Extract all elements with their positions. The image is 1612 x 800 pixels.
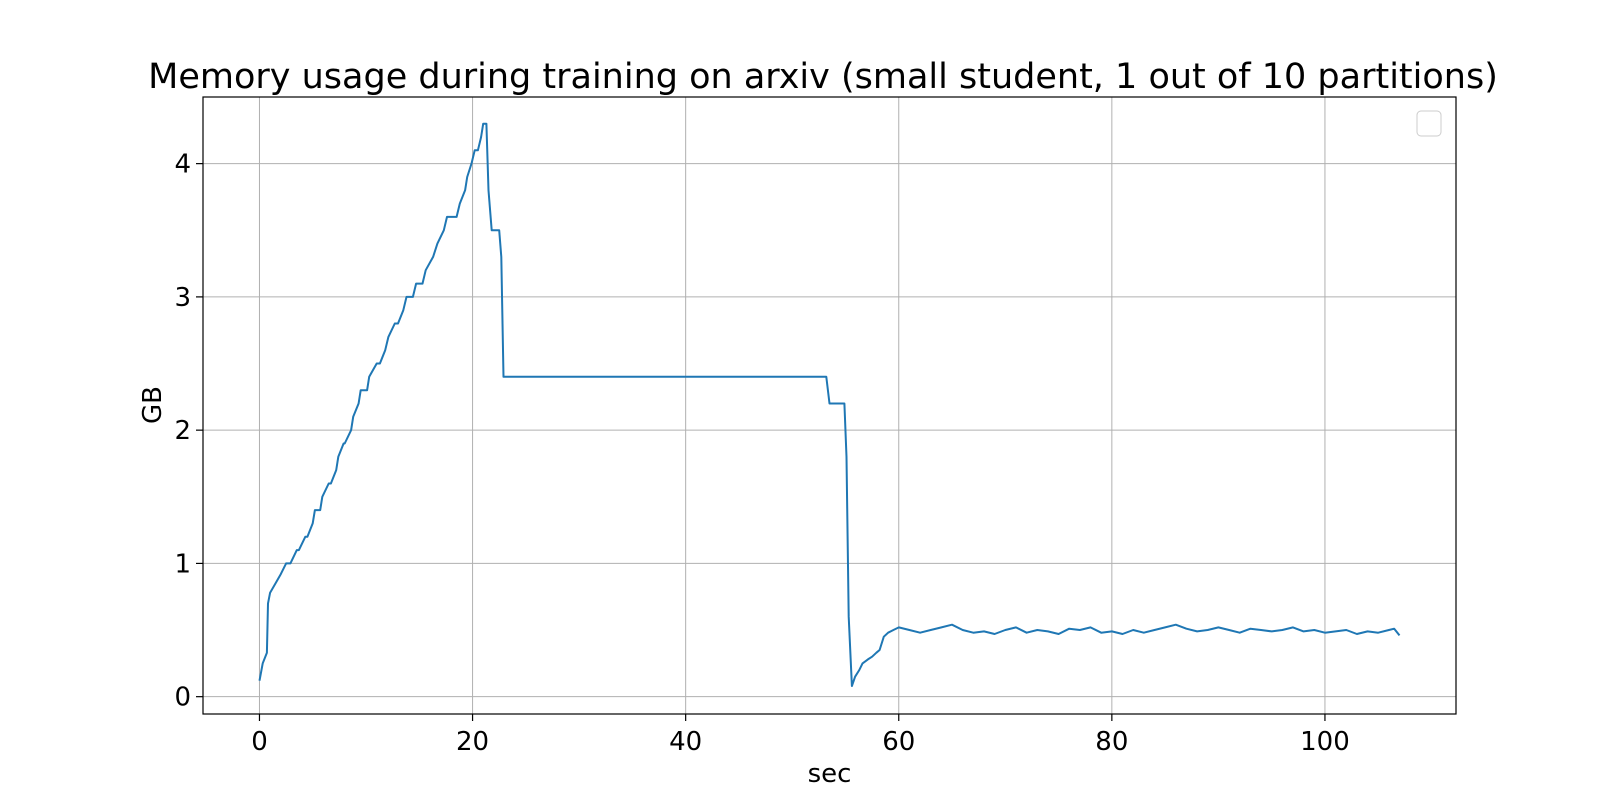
series-layer [258, 122, 1401, 687]
legend-box [1416, 110, 1442, 137]
x-tick-label: 40 [669, 727, 702, 757]
x-tick-label: 80 [1095, 727, 1128, 757]
x-tick-label: 20 [456, 727, 489, 757]
y-tick-label: 3 [174, 283, 191, 313]
x-tick-label: 100 [1300, 727, 1350, 757]
memory-series-line [258, 122, 1401, 687]
y-tick-label: 2 [174, 416, 191, 446]
x-axis-label: sec [808, 759, 852, 789]
x-tick-label: 60 [882, 727, 915, 757]
ticks: 0 20 40 60 80 100 0 1 2 3 4 [174, 150, 1349, 757]
y-tick-label: 0 [174, 683, 191, 713]
y-tick-label: 4 [174, 150, 191, 180]
y-axis-label: GB [138, 386, 168, 424]
x-tick-label: 0 [251, 727, 268, 757]
plot-frame [202, 96, 1457, 715]
chart-title: Memory usage during training on arxiv (s… [148, 57, 1498, 97]
grid [203, 97, 1456, 714]
y-tick-label: 1 [174, 549, 191, 579]
